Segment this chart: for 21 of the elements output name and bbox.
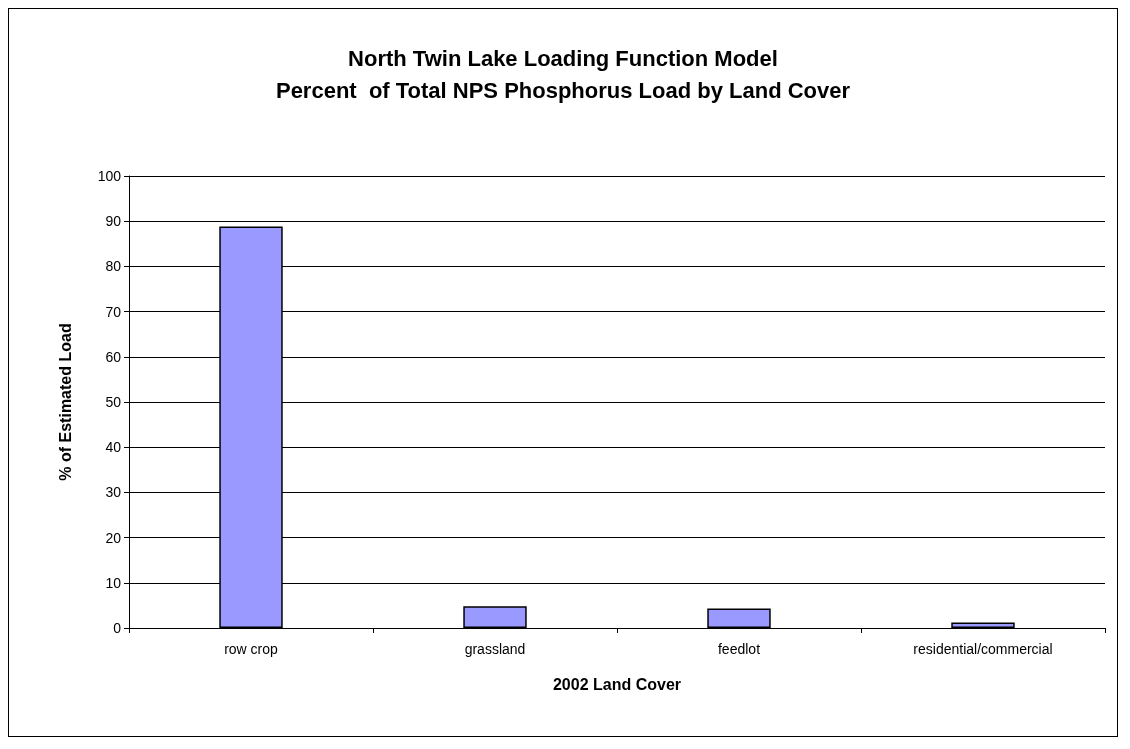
y-tick-label: 50 <box>105 394 122 410</box>
x-tick-label: residential/commercial <box>913 641 1053 657</box>
y-tick-label: 60 <box>105 348 122 365</box>
bar <box>463 606 527 628</box>
y-tick-label: 20 <box>105 529 122 546</box>
x-tick-label: feedlot <box>717 641 761 657</box>
x-tick-label: grassland <box>464 641 526 657</box>
y-tick-label: 90 <box>105 213 122 230</box>
y-tick-label: 100 <box>97 168 122 184</box>
y-tick-label: 40 <box>105 439 122 456</box>
y-tick-label: 10 <box>105 574 122 591</box>
chart-title: North Twin Lake Loading Function Model Percent of Total NPS Phosphorus Load by Land Cover <box>275 45 851 103</box>
y-tick-label: 30 <box>105 484 122 501</box>
bar <box>707 608 771 628</box>
y-tick-label: 0 <box>113 620 122 636</box>
y-tick-label: 70 <box>105 303 122 320</box>
x-tick-label: row crop <box>224 641 279 657</box>
bar <box>951 622 1015 628</box>
y-axis-title: % of Estimated Load <box>56 323 74 481</box>
x-axis-title: 2002 Land Cover <box>552 675 682 693</box>
y-tick-label: 80 <box>105 258 122 275</box>
